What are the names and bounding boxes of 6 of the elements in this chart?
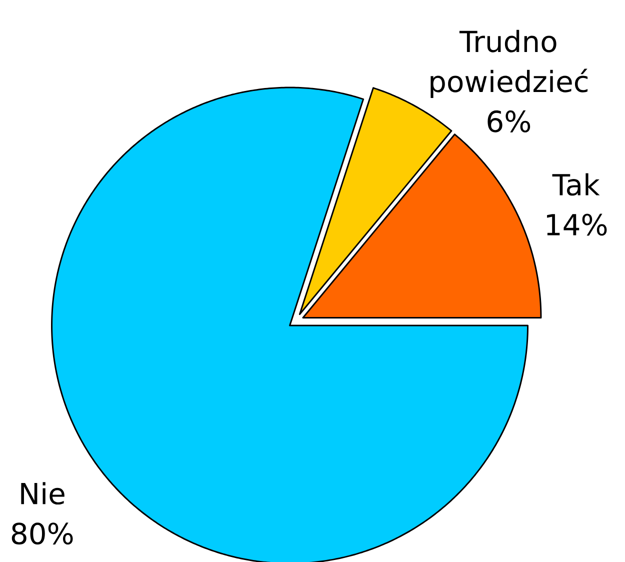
slice-label: Nie [21,482,64,505]
data-label: 6% [488,110,530,132]
data-label: 14% [547,214,607,236]
slice-label: Trudno powiedzieć [430,30,588,98]
slice-label: Tak [552,173,600,196]
data-label: 80% [12,522,73,545]
